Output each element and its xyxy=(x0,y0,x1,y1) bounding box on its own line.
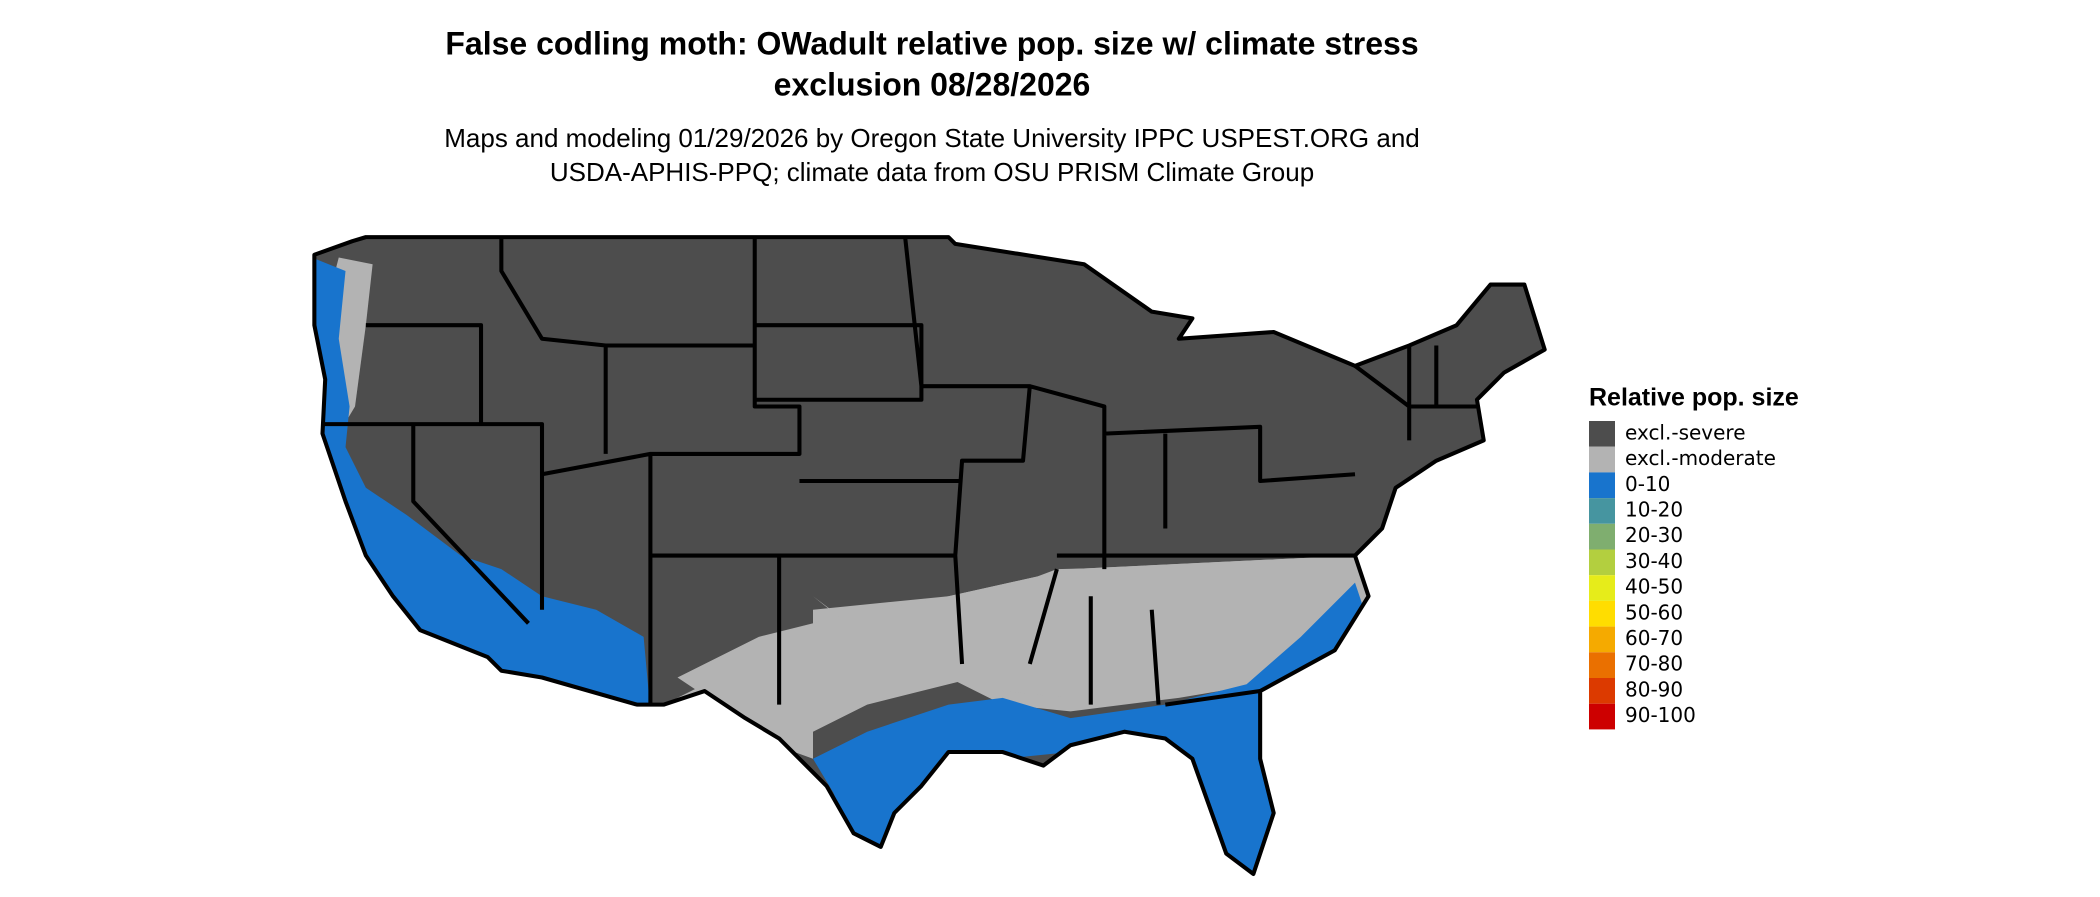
legend: excl.-severeexcl.-moderate0-1010-2020-30… xyxy=(1589,420,1776,730)
legend-swatch xyxy=(1589,600,1615,627)
legend-title: Relative pop. size xyxy=(1589,384,1799,412)
legend-swatch xyxy=(1589,523,1615,550)
legend-label: 50-60 xyxy=(1625,600,1683,624)
title-line-2: exclusion 08/28/2026 xyxy=(774,66,1091,102)
legend-swatch xyxy=(1589,626,1615,653)
legend-swatch xyxy=(1589,678,1615,704)
legend-swatch xyxy=(1589,472,1615,499)
subtitle-line-1: Maps and modeling 01/29/2026 by Oregon S… xyxy=(444,123,1420,153)
map-region-moderate-south xyxy=(677,555,1369,732)
legend-swatch xyxy=(1589,703,1615,730)
legend-label: excl.-severe xyxy=(1625,420,1746,444)
legend-swatch xyxy=(1589,421,1615,447)
legend-label: 80-90 xyxy=(1625,677,1683,701)
legend-swatch xyxy=(1589,575,1615,601)
title-line-1: False codling moth: OWadult relative pop… xyxy=(445,25,1418,61)
map xyxy=(271,217,1572,892)
map-region-low-south xyxy=(813,582,1369,874)
legend-label: 0-10 xyxy=(1625,472,1670,496)
legend-label: 40-50 xyxy=(1625,575,1683,599)
legend-label: 30-40 xyxy=(1625,549,1683,573)
legend-swatch xyxy=(1589,652,1615,678)
subtitle-line-2: USDA-APHIS-PPQ; climate data from OSU PR… xyxy=(550,157,1314,187)
legend-swatch xyxy=(1589,446,1615,473)
legend-swatch xyxy=(1589,549,1615,576)
legend-label: 10-20 xyxy=(1625,497,1683,521)
legend-label: 70-80 xyxy=(1625,652,1683,676)
legend-label: 90-100 xyxy=(1625,703,1696,727)
legend-label: 20-30 xyxy=(1625,523,1683,547)
state-borders xyxy=(322,236,1477,707)
legend-swatch xyxy=(1589,498,1615,524)
legend-label: excl.-moderate xyxy=(1625,446,1776,470)
legend-label: 60-70 xyxy=(1625,626,1683,650)
